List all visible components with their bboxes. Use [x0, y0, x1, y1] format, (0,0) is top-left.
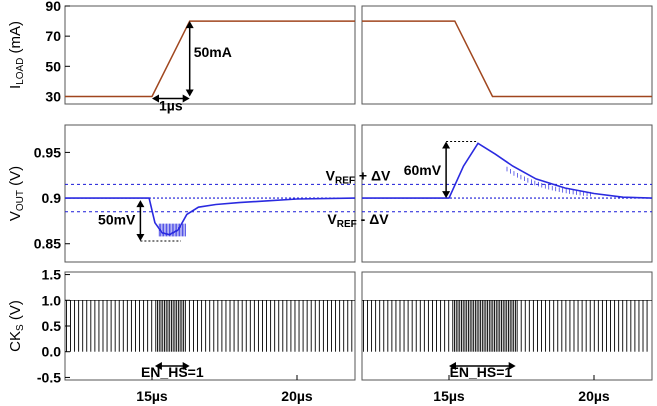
arrow-head [136, 233, 145, 241]
x-tick-label: 20µs [281, 388, 313, 404]
vref-suffix: - ΔV [357, 211, 390, 227]
y-tick-label: 0.85 [34, 236, 61, 252]
y-tick-label: 50 [45, 58, 61, 74]
y-tick-label: 1.0 [42, 292, 62, 308]
vref-base: V [326, 167, 336, 183]
panel-frame-cks-right [361, 271, 653, 381]
vref-lower-label: VREF - ΔV [327, 211, 389, 230]
vout-series-left [65, 197, 356, 236]
undershoot-label: 50mV [98, 212, 136, 228]
y-tick-label: -0.5 [37, 369, 61, 385]
ylabel-main: CK [7, 331, 24, 352]
ylabel-unit: (V) [7, 300, 24, 324]
vref-base: V [327, 211, 337, 227]
en-hs-label: EN_HS=1 [450, 364, 513, 380]
arrow-head [182, 362, 190, 370]
plot-frames [64, 5, 653, 381]
y-tick-label: 0.0 [42, 344, 62, 360]
arrow-head [154, 362, 162, 370]
arrow-head [442, 141, 451, 149]
vref-sub: REF [335, 175, 355, 186]
vref-sub: REF [337, 219, 357, 230]
y-tick-label: 0.95 [34, 144, 61, 160]
panel-frame-iload-left [64, 5, 356, 105]
arrow-head [449, 362, 456, 370]
ylabel-main: I [7, 85, 24, 89]
panel-frame-iload-right [361, 5, 653, 105]
series-layer [65, 20, 653, 352]
ylabel-sub: S [15, 324, 26, 331]
en-hs-label: EN_HS=1 [141, 364, 204, 380]
iload-series-right [362, 20, 652, 98]
ylabel-sub: OUT [15, 190, 26, 211]
overshoot-label: 60mV [404, 162, 442, 178]
arrow-head [185, 21, 194, 29]
panel-frame-vout-right [361, 124, 653, 263]
ylabel-unit: (mA) [7, 21, 24, 58]
y-axis-label-vout: VOUT (V) [7, 166, 26, 221]
arrow-head [182, 94, 190, 103]
x-tick-label: 15µs [136, 388, 168, 404]
y-tick-label: 1.5 [42, 267, 62, 283]
ylabel-sub: LOAD [15, 58, 26, 85]
y-axis-label-cks: CKS (V) [7, 300, 26, 352]
y-tick-label: 0.9 [42, 190, 62, 206]
x-tick-label: 20µs [578, 388, 610, 404]
arrow-head [442, 191, 451, 199]
x-tick-label: 15µs [433, 388, 465, 404]
y-tick-label: 30 [45, 88, 61, 104]
y-tick-label: 70 [45, 28, 61, 44]
arrow-head [185, 89, 194, 97]
ylabel-unit: (V) [7, 166, 24, 190]
iload-series-left [65, 20, 355, 98]
vref-upper-label: VREF + ΔV [326, 167, 391, 186]
panel-frame-vout-left [64, 124, 356, 263]
y-axis-label-iload: ILOAD (mA) [7, 21, 26, 89]
arrow-head [136, 200, 145, 208]
arrow-head [508, 362, 516, 370]
vref-suffix: + ΔV [355, 167, 391, 183]
iload-rise-label: 1µs [159, 97, 183, 113]
arrow-head [152, 94, 159, 103]
ylabel-main: V [7, 211, 24, 221]
y-tick-label: 0.5 [42, 318, 62, 334]
iload-step-label: 50mA [194, 44, 232, 60]
y-tick-label: 90 [45, 0, 61, 14]
vout-series-right [362, 142, 653, 199]
